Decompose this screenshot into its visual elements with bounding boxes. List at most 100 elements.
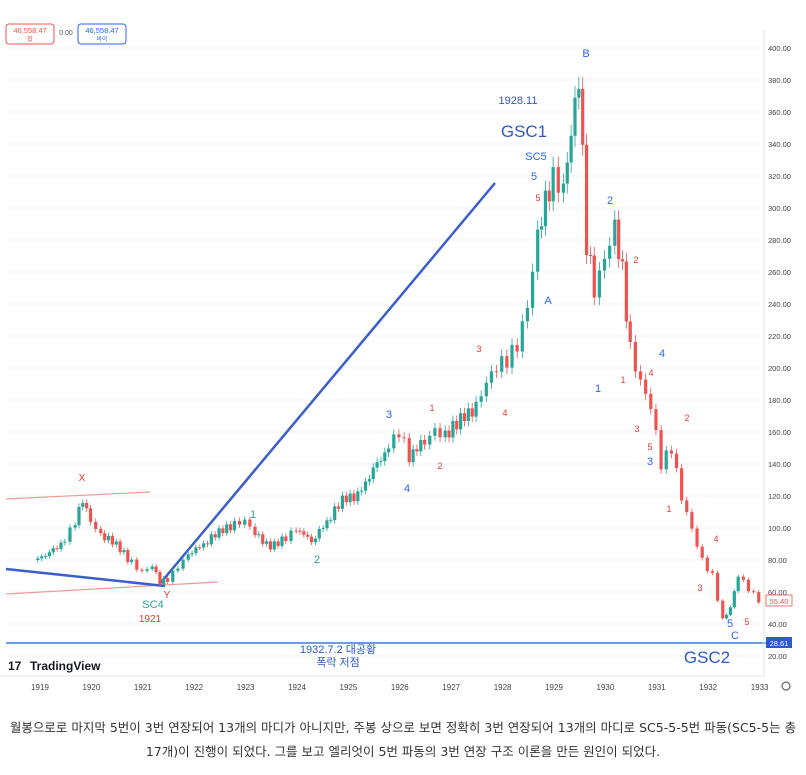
candle-body xyxy=(649,393,653,410)
candle-body xyxy=(329,520,333,522)
x-tick-label: 1929 xyxy=(545,683,563,692)
ask-badge[interactable] xyxy=(77,23,127,45)
candle-body xyxy=(356,491,360,502)
candle-body xyxy=(313,538,318,543)
candle-body xyxy=(710,571,715,573)
candle-body xyxy=(379,461,383,463)
candle-body xyxy=(217,528,221,538)
candle-body xyxy=(638,371,643,380)
wave-label-1: 1 xyxy=(250,509,256,521)
price-chart: 46,558.47 팝 0.00 46,558.47 바이 X Y SC4 19… xyxy=(0,23,793,692)
candle-body xyxy=(588,255,593,257)
candle-body xyxy=(248,519,252,527)
candle-body xyxy=(140,569,144,571)
candle-body xyxy=(428,435,432,445)
y-tick-label: 40.00 xyxy=(768,620,787,629)
candle-body xyxy=(150,566,154,570)
candle-body xyxy=(253,526,257,536)
y-tick-label: 60.00 xyxy=(768,588,787,597)
x-tick-label: 1928 xyxy=(494,683,512,692)
trend-lines xyxy=(5,182,766,644)
candle-body xyxy=(644,379,648,394)
x-tick-label: 1932 xyxy=(699,683,717,692)
candle-body xyxy=(232,520,237,531)
ask-price: 46,558.47 xyxy=(85,26,118,35)
candle-body xyxy=(106,535,111,541)
wave-label-x: X xyxy=(79,473,86,484)
y-tick-label: 20.00 xyxy=(768,652,787,661)
candle-body xyxy=(525,307,530,322)
wave-label-red-2b: 2 xyxy=(684,413,689,423)
wave-label-5: 5 xyxy=(531,171,537,183)
candle-body xyxy=(411,449,415,463)
wave-label-red-3b: 3 xyxy=(697,583,702,593)
candle-body xyxy=(383,452,387,462)
candle-body xyxy=(415,449,419,452)
candle-body xyxy=(705,557,709,572)
x-tick-label: 1920 xyxy=(83,683,101,692)
low-price-tag xyxy=(766,637,792,648)
candle-body xyxy=(447,430,451,438)
candle-body xyxy=(81,502,85,507)
wave-label-red-1b: 1 xyxy=(666,504,671,514)
candle-body xyxy=(302,531,306,535)
candle-body xyxy=(289,530,293,542)
wave-label-gsc1: GSC1 xyxy=(501,122,547,141)
candle-body xyxy=(438,428,442,438)
candle-body xyxy=(110,535,114,545)
candle-body xyxy=(732,591,736,608)
x-axis: 1919 1920 1921 1922 1923 1924 1925 1926 1927 1928… xyxy=(0,675,769,692)
candle-body xyxy=(73,525,77,528)
candle-body xyxy=(194,547,198,554)
sc4-trend-line xyxy=(5,567,166,588)
candle-body xyxy=(166,578,170,582)
bid-badge[interactable] xyxy=(5,23,55,45)
candle-body xyxy=(674,453,679,469)
x-tick-label: 1930 xyxy=(597,683,615,692)
sc5-trend-line xyxy=(157,182,496,587)
candle-body xyxy=(462,413,467,422)
candle-body xyxy=(573,97,577,136)
candle-body xyxy=(423,439,427,445)
low-price-text: 28.61 xyxy=(770,639,789,648)
candle-body xyxy=(680,468,684,501)
candle-body xyxy=(371,467,375,480)
candle-body xyxy=(171,570,175,582)
price-badges: 46,558.47 팝 0.00 46,558.47 바이 xyxy=(5,23,127,45)
candle-body xyxy=(145,569,149,571)
candle-body xyxy=(158,572,162,585)
candle-body xyxy=(654,409,658,431)
candle-body xyxy=(530,271,535,308)
candle-body xyxy=(624,261,628,322)
settings-icon[interactable] xyxy=(781,681,791,691)
candle-body xyxy=(85,502,89,509)
candle-body xyxy=(202,543,206,548)
candle-body xyxy=(736,576,740,592)
candle-body xyxy=(186,554,190,560)
wave-label-y: Y xyxy=(164,590,171,601)
candle-body xyxy=(103,533,107,541)
candle-body xyxy=(99,528,103,534)
candle-body xyxy=(221,528,225,534)
candle-body xyxy=(620,259,625,262)
wave-label-c: C xyxy=(731,630,739,642)
y-tick-label: 260.00 xyxy=(768,268,791,277)
candle-body xyxy=(272,541,276,550)
candle-body xyxy=(716,572,720,601)
candle-body xyxy=(602,258,607,271)
candle-body xyxy=(520,321,524,352)
y-tick-label: 220.00 xyxy=(768,332,791,341)
x-tick-label: 1933 xyxy=(751,683,769,692)
candle-body xyxy=(238,520,242,525)
candle-body xyxy=(741,576,745,580)
candle-body xyxy=(209,534,213,545)
candle-body xyxy=(459,413,463,430)
candle-body xyxy=(728,607,733,615)
candle-body xyxy=(336,506,341,509)
y-tick-label: 340.00 xyxy=(768,140,791,149)
wave-label-sub-3: 3 xyxy=(476,344,481,354)
candle-body xyxy=(55,548,59,550)
candle-body xyxy=(617,219,621,260)
candle-body xyxy=(264,541,269,544)
candle-body xyxy=(130,559,134,562)
